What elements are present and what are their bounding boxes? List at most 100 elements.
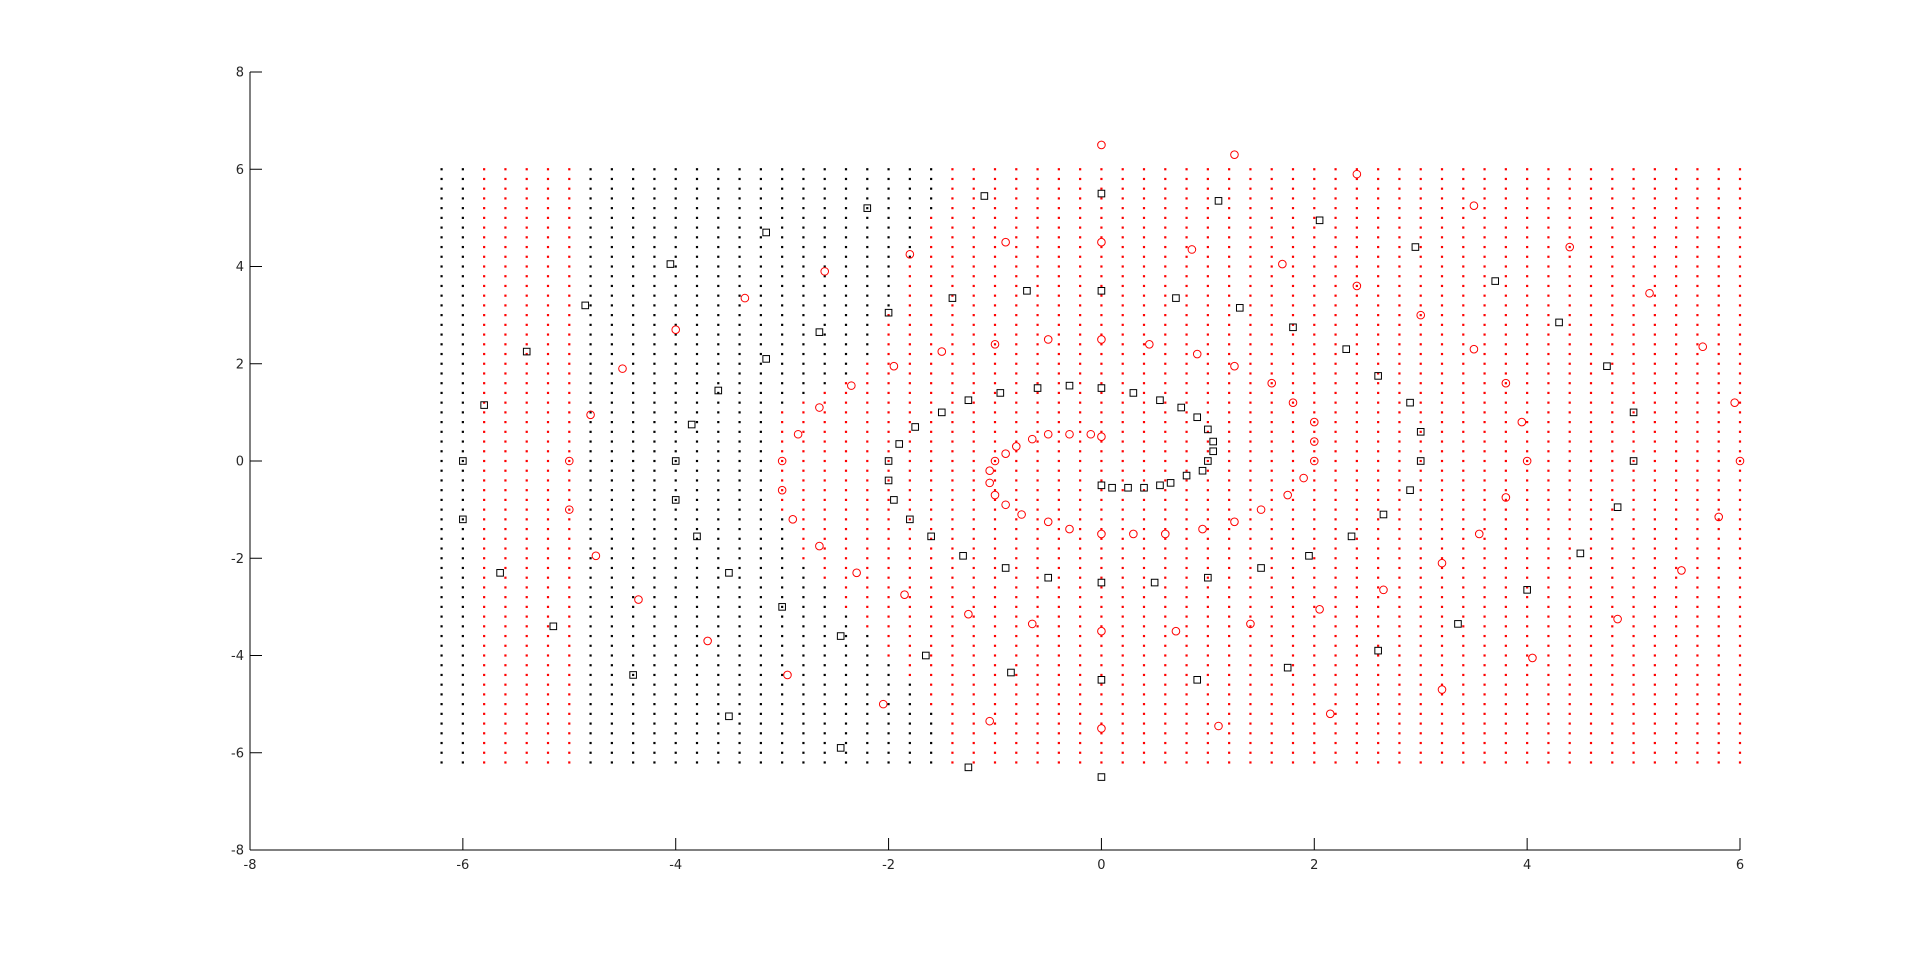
grid-dot [653, 605, 656, 608]
grid-dot [972, 265, 975, 268]
grid-dot [1568, 751, 1571, 754]
grid-dot [1717, 275, 1720, 278]
grid-dot [483, 207, 486, 210]
grid-dot [1738, 275, 1742, 278]
grid-dot [1249, 703, 1252, 706]
grid-dot [1377, 683, 1380, 686]
grid-dot [866, 596, 869, 599]
grid-dot [866, 537, 869, 540]
circle-marker [783, 670, 792, 680]
grid-dot [440, 197, 443, 200]
grid-dot [1164, 722, 1167, 725]
grid-dot [1270, 722, 1273, 725]
grid-dot [568, 479, 571, 482]
grid-dot [695, 537, 699, 540]
grid-dot [1036, 547, 1039, 550]
grid-dot [717, 401, 720, 404]
grid-dot [1121, 284, 1124, 288]
grid-dot [1526, 683, 1529, 686]
grid-dot [440, 343, 443, 346]
grid-dot [717, 440, 720, 443]
grid-dot [1206, 479, 1209, 482]
grid-dot [1079, 187, 1082, 190]
grid-dot [1675, 615, 1678, 618]
grid-dot [1568, 654, 1571, 657]
grid-dot [1632, 352, 1635, 356]
grid-dot [1249, 275, 1252, 278]
grid-dot [887, 761, 890, 764]
grid-dot [1462, 566, 1465, 570]
grid-dot [1526, 226, 1529, 229]
grid-dot [1462, 518, 1465, 521]
grid-dot [1015, 372, 1018, 375]
grid-dot [695, 586, 699, 589]
grid-dot [1164, 479, 1167, 482]
grid-dot [823, 712, 826, 715]
grid-dot [759, 255, 762, 258]
grid-dot [930, 187, 933, 190]
grid-dot [823, 343, 826, 346]
grid-dot [525, 284, 528, 288]
grid-dot [993, 440, 997, 443]
grid-dot [504, 352, 507, 356]
grid-dot [674, 703, 677, 706]
grid-dot [653, 615, 656, 618]
grid-dot [1270, 654, 1273, 657]
grid-dot [461, 479, 464, 482]
grid-dot [1738, 761, 1742, 764]
grid-dot [1206, 275, 1209, 278]
grid-dot [610, 168, 613, 171]
grid-dot [1419, 634, 1422, 638]
grid-dot [759, 304, 762, 307]
grid-dot [1313, 382, 1316, 385]
grid-dot [1291, 216, 1295, 219]
grid-dot [1206, 294, 1209, 297]
circle-marker [1730, 398, 1739, 407]
grid-dot [972, 615, 975, 618]
circle-marker [1517, 417, 1527, 427]
grid-dot [1057, 693, 1060, 696]
grid-dot [1015, 634, 1018, 638]
grid-dot [610, 586, 613, 589]
grid-dot [1355, 177, 1358, 181]
grid-dot [1696, 693, 1699, 696]
grid-dot [1313, 557, 1316, 560]
grid-dot [1440, 693, 1444, 696]
grid-dot [802, 333, 805, 336]
grid-dot [951, 586, 954, 589]
grid-dot [1355, 275, 1358, 278]
grid-dot [1313, 421, 1316, 424]
grid-dot [1036, 693, 1039, 696]
circle-marker [788, 515, 798, 524]
grid-dot [653, 440, 656, 443]
grid-dot [1249, 207, 1252, 210]
grid-dot [717, 732, 720, 735]
grid-dot [1547, 644, 1550, 647]
grid-dot [887, 255, 890, 258]
grid-dot [1504, 664, 1507, 667]
grid-dot [589, 751, 592, 754]
grid-dot [632, 255, 635, 258]
grid-dot [1249, 586, 1252, 589]
grid-dot [1249, 615, 1252, 618]
grid-dot [802, 421, 805, 424]
grid-dot [802, 722, 805, 725]
grid-dot [802, 411, 805, 414]
grid-dot [1717, 703, 1720, 706]
grid-dot [1717, 566, 1720, 570]
grid-dot [930, 391, 933, 395]
grid-dot [930, 527, 933, 531]
grid-dot [802, 712, 805, 715]
grid-dot [1696, 245, 1699, 249]
grid-dot [781, 255, 784, 258]
grid-dot [504, 664, 507, 667]
grid-dot [930, 226, 933, 229]
grid-dot [1547, 294, 1550, 297]
grid-dot [1462, 236, 1465, 239]
grid-dot [1164, 391, 1167, 395]
grid-dot [1206, 304, 1209, 307]
grid-dot [1355, 382, 1358, 385]
grid-dot [440, 275, 443, 278]
grid-dot [1398, 703, 1401, 706]
grid-dot [759, 314, 762, 317]
